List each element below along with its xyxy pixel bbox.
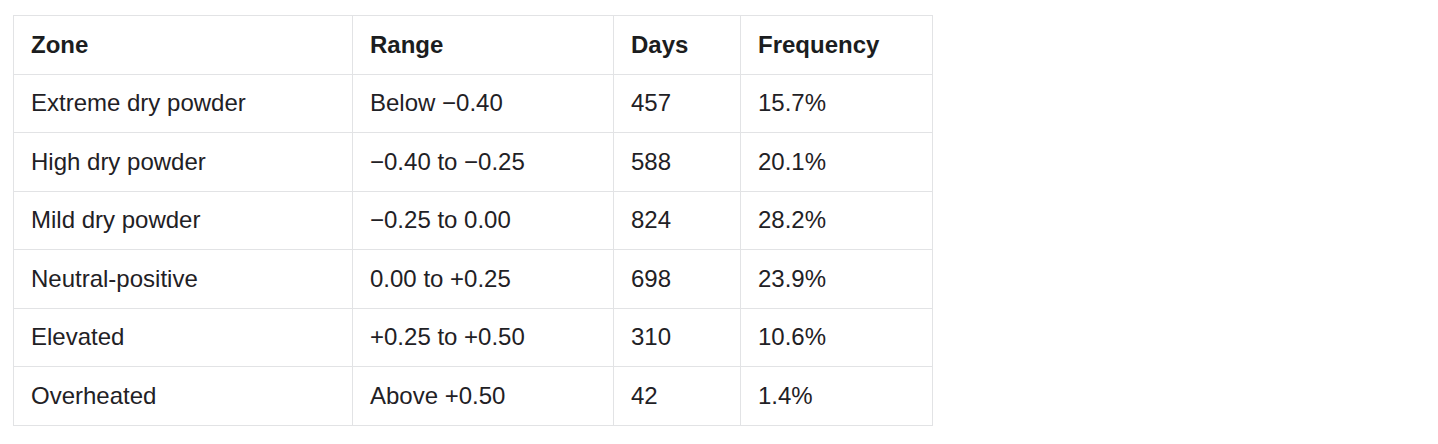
cell-frequency: 28.2% [741, 191, 933, 250]
table-row: Mild dry powder −0.25 to 0.00 824 28.2% [14, 191, 933, 250]
cell-zone: Extreme dry powder [14, 74, 353, 133]
cell-range: +0.25 to +0.50 [353, 308, 614, 367]
cell-range: Below −0.40 [353, 74, 614, 133]
table-row: Elevated +0.25 to +0.50 310 10.6% [14, 308, 933, 367]
cell-days: 698 [614, 250, 741, 309]
cell-frequency: 23.9% [741, 250, 933, 309]
column-header-frequency: Frequency [741, 16, 933, 75]
cell-zone: Overheated [14, 367, 353, 426]
table-row: Extreme dry powder Below −0.40 457 15.7% [14, 74, 933, 133]
cell-frequency: 15.7% [741, 74, 933, 133]
cell-zone: Neutral-positive [14, 250, 353, 309]
table-header-row: Zone Range Days Frequency [14, 16, 933, 75]
cell-range: Above +0.50 [353, 367, 614, 426]
cell-frequency: 20.1% [741, 133, 933, 192]
cell-days: 310 [614, 308, 741, 367]
cell-range: 0.00 to +0.25 [353, 250, 614, 309]
cell-range: −0.40 to −0.25 [353, 133, 614, 192]
cell-zone: High dry powder [14, 133, 353, 192]
cell-days: 824 [614, 191, 741, 250]
cell-zone: Mild dry powder [14, 191, 353, 250]
cell-range: −0.25 to 0.00 [353, 191, 614, 250]
column-header-days: Days [614, 16, 741, 75]
cell-frequency: 1.4% [741, 367, 933, 426]
cell-frequency: 10.6% [741, 308, 933, 367]
cell-days: 588 [614, 133, 741, 192]
cell-zone: Elevated [14, 308, 353, 367]
zone-frequency-table: Zone Range Days Frequency Extreme dry po… [13, 15, 933, 426]
cell-days: 457 [614, 74, 741, 133]
column-header-range: Range [353, 16, 614, 75]
cell-days: 42 [614, 367, 741, 426]
column-header-zone: Zone [14, 16, 353, 75]
page-background: Zone Range Days Frequency Extreme dry po… [0, 0, 1438, 444]
table-row: Neutral-positive 0.00 to +0.25 698 23.9% [14, 250, 933, 309]
table-row: High dry powder −0.40 to −0.25 588 20.1% [14, 133, 933, 192]
table-row: Overheated Above +0.50 42 1.4% [14, 367, 933, 426]
